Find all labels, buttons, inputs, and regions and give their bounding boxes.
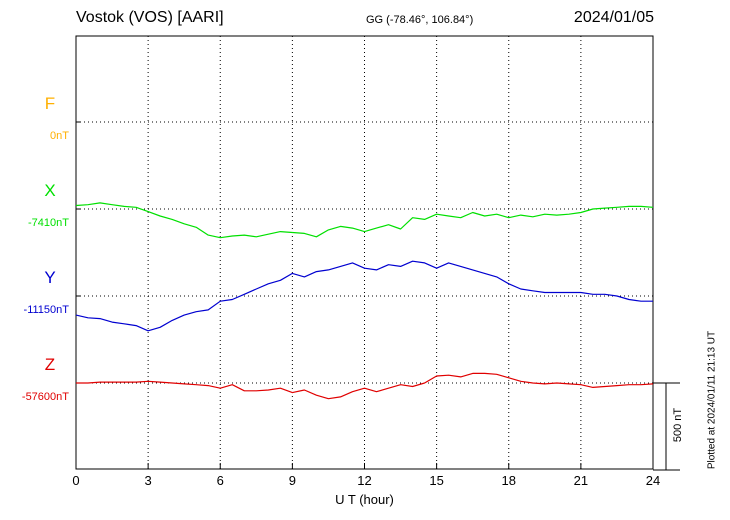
series-baseline-x: -7410nT xyxy=(28,217,69,229)
station-title: Vostok (VOS) [AARI] xyxy=(76,9,224,26)
x-tick-label: 0 xyxy=(72,473,79,488)
geographic-coordinates: GG (-78.46°, 106.84°) xyxy=(366,14,474,26)
x-tick-label: 3 xyxy=(145,473,152,488)
series-name-x: X xyxy=(44,181,55,200)
x-tick-label: 6 xyxy=(217,473,224,488)
series-name-y: Y xyxy=(44,268,55,287)
series-line-x xyxy=(75,202,654,239)
x-tick-label: 12 xyxy=(357,473,371,488)
series-line-y xyxy=(75,260,653,332)
x-axis-label: U T (hour) xyxy=(335,492,394,507)
x-tick-label: 24 xyxy=(646,473,660,488)
date-title: 2024/01/05 xyxy=(573,9,654,26)
x-tick-label: 15 xyxy=(429,473,443,488)
x-tick-label: 9 xyxy=(289,473,296,488)
series-line-z xyxy=(76,372,654,400)
x-tick-label: 21 xyxy=(574,473,588,488)
series-name-z: Z xyxy=(45,355,55,374)
series-baseline-f: 0nT xyxy=(50,130,69,142)
series-baseline-y: -11150nT xyxy=(24,304,70,316)
x-tick-label: 18 xyxy=(502,473,516,488)
series-baseline-z: -57600nT xyxy=(22,391,69,403)
series-name-f: F xyxy=(45,94,55,113)
